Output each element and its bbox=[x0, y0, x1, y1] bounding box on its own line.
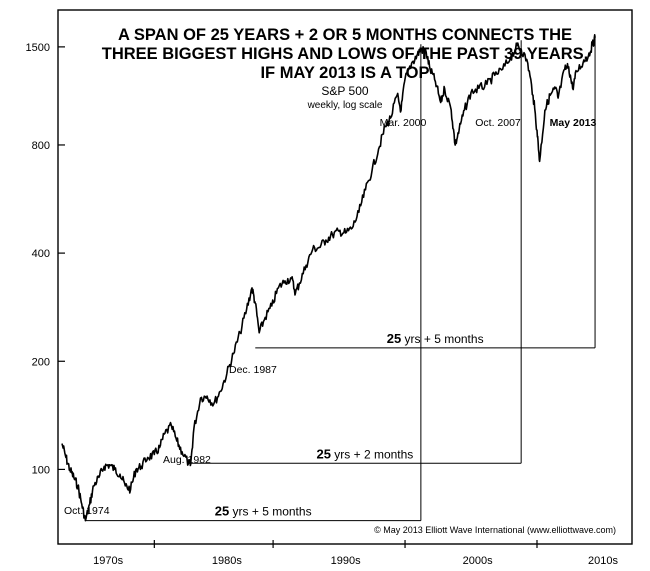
x-tick-label: 1990s bbox=[331, 555, 361, 567]
chart-title-line-2: THREE BIGGEST HIGHS AND LOWS OF THE PAST… bbox=[102, 45, 589, 63]
x-axis: 1970s 1980s 1990s 2000s 2010s bbox=[93, 540, 618, 567]
x-tick-label: 1980s bbox=[212, 555, 242, 567]
chart-scale-note: weekly, log scale bbox=[307, 100, 383, 111]
annotation-label: Dec. 1987 bbox=[229, 364, 277, 376]
annotation-label: Aug. 1982 bbox=[163, 454, 211, 466]
connector-label: 25 yrs + 5 months bbox=[215, 504, 312, 519]
copyright-note: © May 2013 Elliott Wave International (w… bbox=[374, 525, 616, 535]
plot-frame bbox=[57, 9, 633, 545]
annotation-label: Oct. 2007 bbox=[475, 117, 521, 129]
connector-label-rest: yrs + 5 months bbox=[401, 332, 483, 346]
annotation-label: Oct. 1974 bbox=[64, 505, 110, 517]
connector-label-years: 25 bbox=[316, 446, 330, 461]
annotation-label: Mar. 2000 bbox=[380, 117, 427, 129]
y-tick-label: 800 bbox=[32, 140, 50, 152]
chart-title-line-3: IF MAY 2013 IS A TOP bbox=[260, 64, 429, 82]
connector-label-rest: yrs + 2 months bbox=[331, 447, 413, 461]
y-axis: 100 200 400 800 1500 bbox=[26, 42, 65, 476]
annotation-label: May 2013 bbox=[550, 117, 597, 129]
chart-subtitle: S&P 500 bbox=[321, 84, 368, 98]
y-tick-label: 200 bbox=[32, 356, 50, 368]
y-tick-label: 1500 bbox=[26, 42, 50, 54]
x-tick-label: 1970s bbox=[93, 555, 123, 567]
connector-label-rest: yrs + 5 months bbox=[229, 505, 311, 519]
x-tick-label: 2000s bbox=[463, 555, 493, 567]
connector-label-years: 25 bbox=[215, 504, 229, 519]
connector-label: 25 yrs + 2 months bbox=[316, 446, 413, 461]
sp500-price-line bbox=[61, 34, 596, 522]
y-tick-label: 400 bbox=[32, 248, 50, 260]
connector-label: 25 yrs + 5 months bbox=[387, 331, 484, 346]
chart-title-line-1: A SPAN OF 25 YEARS + 2 OR 5 MONTHS CONNE… bbox=[118, 26, 572, 44]
annotations: Oct. 1974 Aug. 1982 Dec. 1987 Mar. 2000 Oct.… bbox=[64, 117, 597, 517]
x-tick-label: 2010s bbox=[588, 555, 618, 567]
y-tick-label: 100 bbox=[32, 464, 50, 476]
connector-label-years: 25 bbox=[387, 331, 401, 346]
